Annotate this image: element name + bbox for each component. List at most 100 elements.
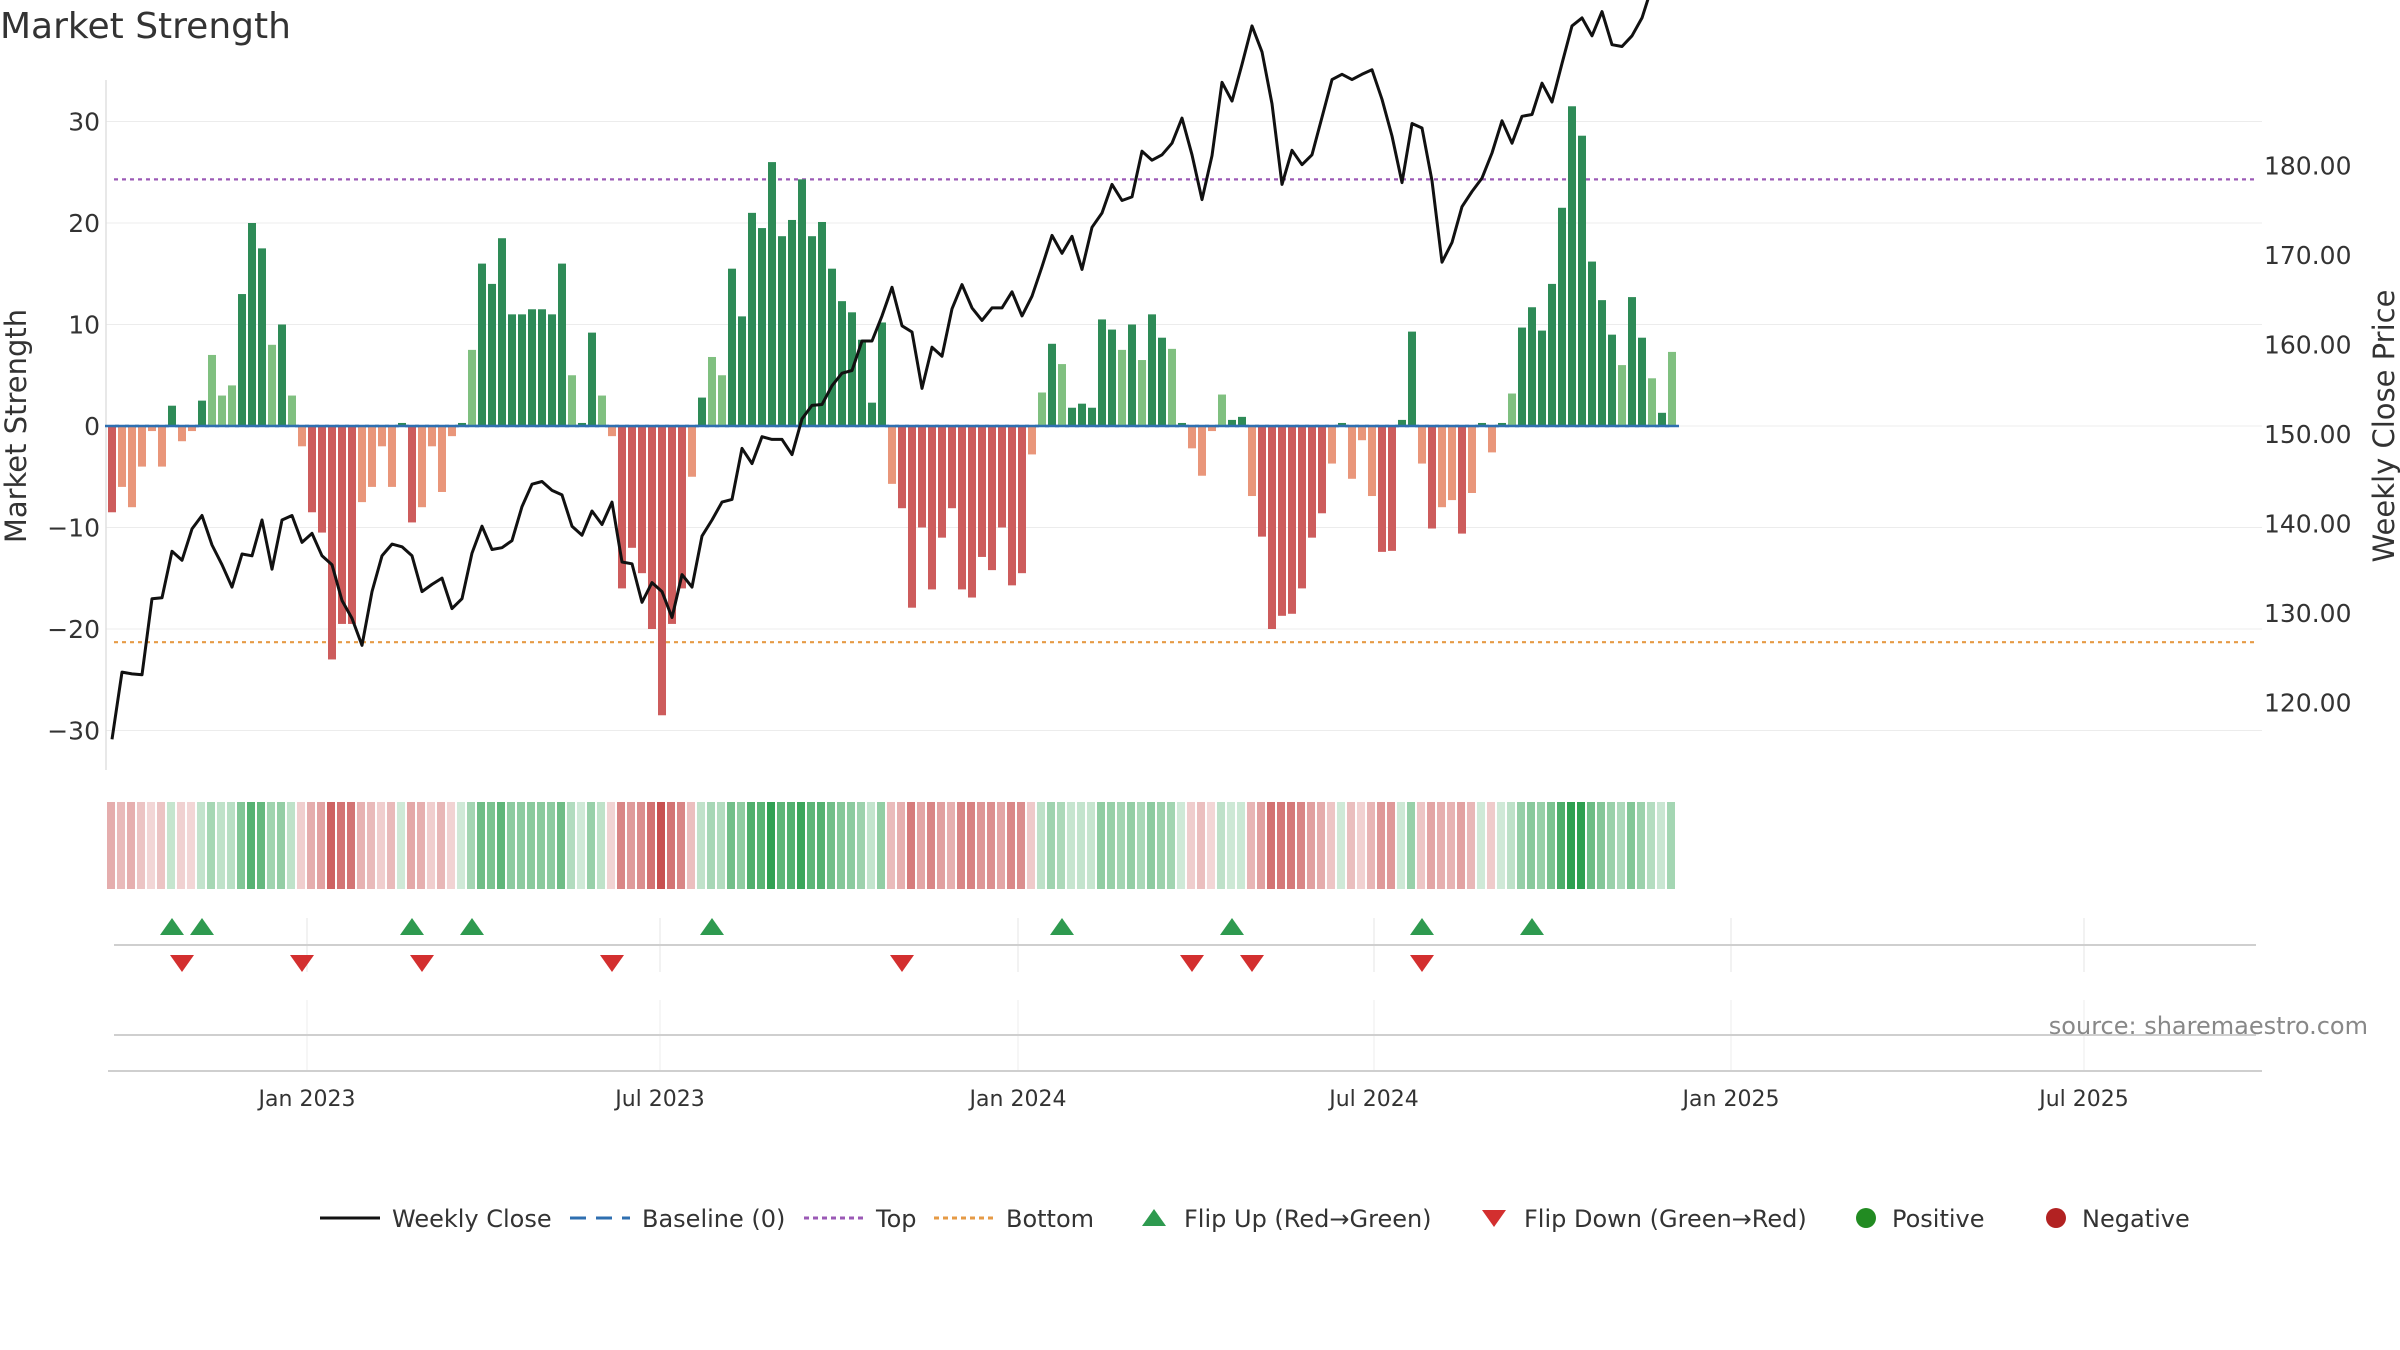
heat-cell — [197, 802, 205, 889]
strength-bar-positive — [1148, 314, 1156, 426]
strength-bar-positive — [798, 179, 806, 426]
strength-bar-positive — [468, 349, 476, 426]
x-tick-label: Jul 2023 — [613, 1087, 705, 1112]
heat-cell — [1107, 802, 1115, 889]
strength-bar-negative — [888, 426, 896, 484]
heat-cell — [1427, 802, 1435, 889]
legend-item: Negative — [2046, 1205, 2190, 1233]
heat-cell — [1097, 802, 1105, 889]
strength-bar-negative — [418, 426, 426, 508]
heat-cell — [1417, 802, 1425, 889]
heat-cell — [247, 802, 255, 889]
heat-cell — [1457, 802, 1465, 889]
heat-cell — [327, 802, 335, 889]
heat-cell — [837, 802, 845, 889]
strength-bar-positive — [828, 268, 836, 426]
strength-bar-positive — [708, 356, 716, 426]
heat-cell — [507, 802, 515, 889]
heat-cell — [1527, 802, 1535, 889]
heat-cell — [217, 802, 225, 889]
strength-bar-positive — [868, 402, 876, 426]
strength-bar-positive — [548, 314, 556, 426]
strength-bar-positive — [808, 236, 816, 426]
heat-cell — [1467, 802, 1475, 889]
x-tick-label: Jan 2024 — [968, 1087, 1067, 1112]
strength-bar-positive — [248, 223, 256, 426]
heat-cell — [1627, 802, 1635, 889]
strength-bar-negative — [148, 426, 156, 432]
heat-cell — [127, 802, 135, 889]
strength-bar-negative — [1348, 426, 1356, 479]
strength-bar-positive — [1168, 348, 1176, 426]
strength-bar-negative — [438, 426, 446, 492]
weekly-close-line — [110, 0, 1650, 740]
left-tick-label: 20 — [68, 209, 100, 238]
strength-bar-positive — [878, 322, 886, 426]
heat-cell — [177, 802, 185, 889]
heat-cell — [1037, 802, 1045, 889]
strength-bar-negative — [968, 426, 976, 598]
heat-cell — [457, 802, 465, 889]
strength-bar-positive — [728, 268, 736, 426]
strength-bar-negative — [1418, 426, 1426, 464]
heat-cell — [677, 802, 685, 889]
heat-cell — [487, 802, 495, 889]
strength-bar-negative — [628, 426, 636, 548]
strength-bar-negative — [128, 426, 136, 508]
legend-label: Negative — [2082, 1205, 2190, 1233]
heat-cell — [1047, 802, 1055, 889]
strength-bar-negative — [938, 426, 946, 538]
legend-label: Weekly Close — [392, 1205, 552, 1233]
left-tick-label: −20 — [47, 615, 100, 644]
flip-up-marker — [1520, 918, 1544, 935]
left-tick-label: 0 — [84, 412, 100, 441]
strength-bar-positive — [258, 248, 266, 426]
heat-cell — [1197, 802, 1205, 889]
strength-bar-positive — [1058, 364, 1066, 426]
strength-bar-negative — [378, 426, 386, 447]
strength-bar-negative — [178, 426, 186, 442]
strength-bar-negative — [1248, 426, 1256, 497]
strength-bar-negative — [988, 426, 996, 571]
heat-cell — [347, 802, 355, 889]
heat-cell — [267, 802, 275, 889]
heat-cell — [1297, 802, 1305, 889]
heat-cell — [637, 802, 645, 889]
heat-cell — [447, 802, 455, 889]
flip-down-marker — [1410, 955, 1434, 972]
heat-cell — [517, 802, 525, 889]
strength-bar-positive — [1038, 392, 1046, 426]
flip-up-marker — [1050, 918, 1074, 935]
strength-bar-negative — [1288, 426, 1296, 614]
legend-label: Bottom — [1006, 1205, 1094, 1233]
left-tick-label: −30 — [47, 717, 100, 746]
heat-cell — [337, 802, 345, 889]
strength-bar-positive — [278, 324, 286, 426]
heat-cell — [1327, 802, 1335, 889]
heat-cell — [697, 802, 705, 889]
strength-bar-positive — [538, 309, 546, 426]
right-tick-label: 140.00 — [2264, 510, 2351, 539]
legend-item: Bottom — [934, 1205, 1094, 1233]
left-tick-label: −10 — [47, 514, 100, 543]
strength-bar-positive — [528, 309, 536, 426]
right-tick-label: 170.00 — [2264, 241, 2351, 270]
strength-bar-positive — [1598, 300, 1606, 426]
strength-bar-negative — [678, 426, 686, 589]
heat-cell — [937, 802, 945, 889]
strength-bar-negative — [388, 426, 396, 487]
legend-label: Flip Down (Green→Red) — [1524, 1205, 1807, 1233]
heat-cell — [237, 802, 245, 889]
heat-cell — [737, 802, 745, 889]
grid-lines — [105, 80, 2262, 1072]
heat-cell — [377, 802, 385, 889]
strength-bar-positive — [1078, 403, 1086, 426]
heat-cell — [1347, 802, 1355, 889]
legend-circle-icon — [1856, 1208, 1876, 1228]
heat-cell — [157, 802, 165, 889]
legend-flip-down-icon — [1482, 1210, 1506, 1227]
heat-cell — [547, 802, 555, 889]
heat-cell — [1217, 802, 1225, 889]
heat-cell — [1497, 802, 1505, 889]
strength-bar-positive — [288, 395, 296, 426]
